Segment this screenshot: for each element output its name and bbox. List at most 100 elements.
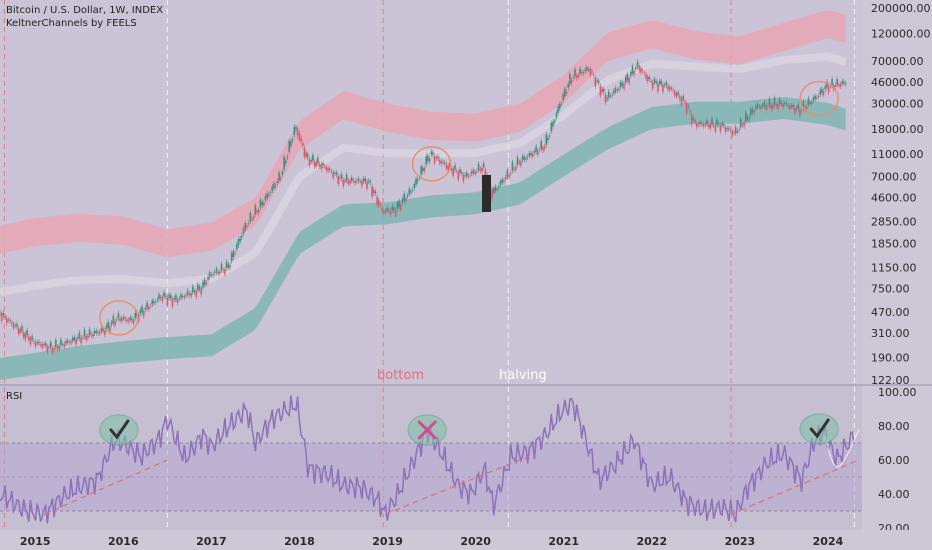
candle-body [423, 167, 426, 172]
candle-body [394, 209, 397, 216]
indicator-title[interactable]: KeltnerChannels by FEELS [6, 18, 137, 29]
candle-body [633, 71, 635, 75]
candle-body [672, 89, 674, 91]
candle-body [210, 274, 213, 276]
rsi-trendline-3 [730, 459, 860, 515]
candle-body [724, 127, 727, 132]
candle-body [213, 272, 216, 274]
candle-body [445, 164, 448, 169]
candle-body [555, 112, 558, 118]
candle-body [367, 180, 370, 182]
candle-body [78, 332, 81, 339]
candle-body [46, 346, 49, 352]
candle-body [109, 326, 111, 332]
candle-body [430, 151, 433, 155]
candle-body [256, 210, 258, 212]
candle-body [660, 80, 663, 85]
candle-body [235, 244, 238, 250]
candle-body [577, 74, 580, 77]
time-axis[interactable]: 2015 2016 2017 2018 2019 2020 2021 2022 2023 2024 [0, 530, 932, 550]
candle-body [366, 181, 368, 189]
candle-body [313, 161, 316, 167]
candle-body [7, 319, 10, 321]
candle-body [58, 345, 60, 350]
candle-body [821, 88, 823, 93]
rsi-tick-label: 40.00 [878, 488, 910, 501]
candle-body [197, 284, 199, 291]
candle-body [616, 89, 619, 91]
candle-body [303, 147, 306, 158]
check-circle-1 [799, 413, 839, 445]
candle-body [799, 109, 801, 116]
year-tick-label: 2021 [548, 535, 579, 548]
candle-body [584, 69, 586, 72]
candle-body [43, 344, 45, 346]
candle-body [442, 162, 444, 163]
candle-body [452, 168, 455, 176]
candle-body [562, 94, 564, 101]
candle-body [469, 174, 471, 176]
candle-body [521, 155, 524, 161]
candle-body [838, 84, 840, 86]
candle-body [93, 330, 96, 334]
candle-body [83, 329, 86, 337]
candle-body [16, 324, 18, 327]
candle-body [594, 77, 597, 87]
year-tick-label: 2019 [372, 535, 403, 548]
candle-body [814, 95, 816, 100]
price-candles [0, 59, 847, 356]
candle-body [230, 253, 233, 262]
candle-body [119, 318, 121, 321]
candle-body [217, 271, 219, 274]
candle-body [92, 333, 94, 337]
candle-body [129, 317, 132, 320]
candle-body [195, 290, 197, 297]
candle-body [391, 206, 394, 211]
candle-body [219, 271, 221, 274]
candle-body [503, 180, 505, 183]
candle-body [290, 141, 292, 147]
candle-body [516, 156, 519, 165]
candle-body [49, 342, 52, 348]
candle-body [697, 123, 700, 125]
candle-body [334, 172, 336, 174]
candle-body [580, 72, 583, 73]
price-tick-label: 200000.00 [871, 2, 931, 15]
candle-body [60, 339, 62, 346]
candle-body [369, 181, 372, 183]
candle-body [827, 86, 830, 93]
candle-body [812, 97, 815, 101]
candle-body [381, 207, 384, 212]
candle-body [276, 180, 279, 184]
chart-title[interactable]: Bitcoin / U.S. Dollar, 1W, INDEX [6, 5, 164, 16]
price-axis[interactable]: 200000.00 120000.00 70000.00 46000.00 30000.… [871, 2, 931, 387]
candle-body [171, 298, 174, 307]
candle-body [726, 128, 729, 130]
candle-body [173, 298, 175, 300]
candle-body [542, 147, 544, 151]
rsi-layer [0, 395, 862, 524]
rsi-pane-title[interactable]: RSI [6, 391, 23, 402]
candle-body [61, 344, 64, 345]
candle-body [372, 189, 375, 194]
candle-body [200, 288, 203, 295]
candle-body [504, 177, 507, 179]
price-tick-label: 470.00 [871, 306, 910, 319]
candle-body [427, 155, 429, 162]
candle-body [190, 293, 192, 297]
candle-body [601, 88, 603, 92]
candle-body [570, 79, 573, 84]
candle-body [224, 268, 226, 275]
candle-body [531, 153, 534, 157]
candle-body [494, 186, 497, 191]
candle-body [38, 341, 40, 344]
candle-body [586, 67, 588, 71]
candle-body [706, 120, 708, 125]
price-tick-label: 46000.00 [871, 76, 924, 89]
candle-body [51, 347, 54, 353]
candle-body [565, 91, 568, 94]
candle-body [608, 91, 610, 98]
candle-body [638, 66, 641, 71]
